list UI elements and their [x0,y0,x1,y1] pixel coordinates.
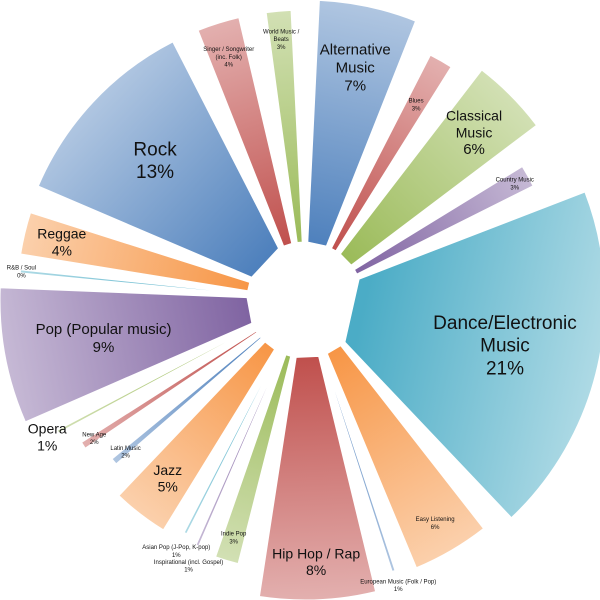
slice-label-latin-music: Latin Music 2% [110,446,140,460]
slice-label-pop-popular-music: Pop (Popular music) 9% [36,321,172,356]
slice-value-label: 8% [306,562,326,578]
slice-category-label: Rock [133,139,177,160]
slice-value-label: 1% [184,568,193,574]
slice-label-country-music: Country Music 3% [496,178,534,192]
pie-slice-pop-popular-music [0,287,253,423]
slice-label-easy-listening: Easy Listening 6% [416,517,455,531]
slice-value-label: 1% [37,438,57,454]
slice-value-label: 2% [121,454,130,460]
slice-value-label: 13% [136,162,174,183]
slice-label-opera: Opera 1% [28,421,67,454]
pie-slice-alternative-music [307,0,417,247]
slice-category-label: European Music (Folk / Pop) [360,579,436,585]
slice-category-label: Dance/Electronic [433,313,577,334]
slice-category-label: R&B / Soul [7,266,36,272]
slice-label-inspirational-incl-gospel: Inspirational (incl. Gospel) 1% [154,560,223,574]
slice-label-world-music-beats: World Music / Beats 3% [263,29,300,51]
pie-slice-reggae [20,212,251,292]
pie-slice-easy-listening [326,345,485,569]
slice-category-label: Music [480,336,530,357]
slice-category-label: Latin Music [110,446,140,452]
slice-value-label: 3% [277,45,286,51]
pie-slice-country-music [353,165,534,275]
slice-value-label: 3% [229,540,238,546]
slice-category-label: World Music / [263,29,300,35]
slice-label-alternative-music: Alternative Music 7% [320,42,391,95]
pie-slice-opera [56,326,255,434]
pie-slice-asian-pop-j-pop-k-pop [183,350,280,535]
slice-value-label: 2% [90,440,99,446]
slice-label-singer-songwriter-inc-folk: Singer / Songwriter (inc. Folk) 4% [203,47,254,69]
slice-value-label: 4% [224,63,233,69]
slice-value-label: 0% [17,273,26,279]
slice-category-label: New Age [82,432,107,438]
pie-slice-r-b-soul [19,269,248,296]
slice-category-label: Country Music [496,178,534,184]
slice-value-label: 4% [52,242,72,258]
slice-category-label: Jazz [153,462,182,478]
slice-label-hip-hop-rap: Hip Hop / Rap 8% [272,545,360,578]
slice-value-label: 5% [158,479,178,495]
slice-category-label: Reggae [37,226,86,242]
pie-slice-jazz [118,341,276,531]
slice-category-label: Pop (Popular music) [36,321,172,338]
slice-category-label: Classical [446,108,502,124]
slice-category-label: Alternative [320,42,391,59]
pie-slice-inspirational-incl-gospel [195,352,283,547]
pie-slice-classical-music [339,69,538,266]
slice-label-classical-music: Classical Music 6% [446,108,502,159]
pie-slice-dance-electronic-music [344,191,600,519]
slice-category-label: Singer / Songwriter [203,47,254,53]
slice-label-rock: Rock 13% [133,139,177,183]
pie-slice-new-age [80,330,258,449]
slice-label-indie-pop: Indie Pop 3% [221,532,247,546]
slice-value-label: 1% [172,553,181,559]
pie-slice-singer-songwriter-inc-folk [197,17,293,247]
slice-labels: Alternative Music 7%Blues 3% Classical Music 6… [7,29,577,593]
slice-label-asian-pop-j-pop-k-pop: Asian Pop (J-Pop, K-pop) 1% [142,545,210,559]
slice-value-label: 7% [344,78,366,95]
slice-value-label: 3% [412,106,421,112]
slice-category-label: Inspirational (incl. Gospel) [154,560,223,566]
pie-slice-world-music-beats [265,9,303,244]
slice-label-reggae: Reggae 4% [37,226,86,259]
slice-value-label: 21% [486,359,524,380]
slice-label-r-b-soul: R&B / Soul 0% [7,266,36,280]
slice-value-label: 9% [93,339,115,356]
pie-slice-blues [330,54,452,252]
slice-category-label: Easy Listening [416,517,455,523]
pie-slice-indie-pop [214,354,292,565]
slice-category-label: Music [336,60,376,77]
slice-label-jazz: Jazz 5% [153,462,182,495]
slice-value-label: 6% [431,525,440,531]
slice-value-label: 6% [463,141,485,158]
pie-slice-european-music-folk-pop [322,354,396,572]
pie-slice-rock [37,41,280,278]
slice-category-label: Indie Pop [221,532,247,538]
slice-label-european-music-folk-pop: European Music (Folk / Pop) 1% [360,579,436,593]
slice-label-blues: Blues 3% [409,99,424,113]
slice-category-label: Beats [273,37,288,43]
slice-label-new-age: New Age 2% [82,432,107,446]
slice-category-label: (inc. Folk) [216,55,242,61]
slice-category-label: Blues [409,99,424,105]
slice-category-label: Opera [28,421,67,437]
pie-slice-latin-music [111,336,262,465]
slice-category-label: Hip Hop / Rap [272,545,360,561]
slice-category-label: Asian Pop (J-Pop, K-pop) [142,545,210,551]
slice-value-label: 3% [510,185,519,191]
slice-label-dance-electronic-music: Dance/Electronic Music 21% [433,313,577,380]
slice-value-label: 1% [394,587,403,593]
slice-category-label: Music [456,124,493,140]
